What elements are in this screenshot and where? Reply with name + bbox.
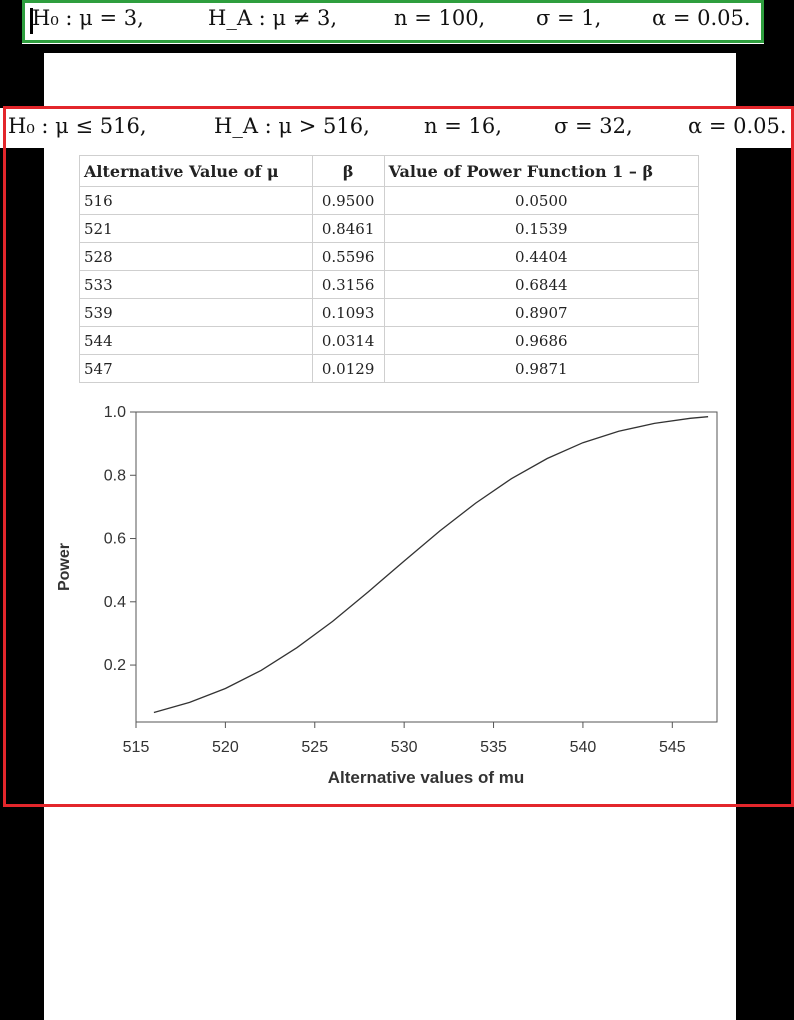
null-hypothesis: H₀ : μ = 3,	[32, 6, 144, 30]
main-equation-panel	[0, 108, 794, 148]
y-tick-label: 0.4	[104, 594, 126, 611]
x-axis-label: Alternative values of mu	[328, 768, 525, 787]
x-tick-label: 520	[212, 739, 239, 756]
cell-beta: 0.3156	[311, 270, 385, 299]
y-tick-label: 0.8	[104, 467, 126, 484]
power-table: Alternative Value of μ β Value of Power …	[79, 155, 700, 383]
table-header-row: Alternative Value of μ β Value of Power …	[79, 155, 700, 187]
y-tick-label: 0.6	[104, 531, 126, 548]
x-tick-label: 530	[391, 739, 418, 756]
table-row: 547 0.0129 0.9871	[79, 354, 700, 383]
std-dev: σ = 32,	[554, 114, 633, 138]
main-highlight-box	[3, 106, 794, 807]
alternative-hypothesis: H_A : μ > 516,	[214, 114, 370, 138]
cell-power: 0.9686	[383, 326, 700, 355]
y-tick-label: 1.0	[104, 404, 126, 421]
alternative-hypothesis: H_A : μ ≠ 3,	[208, 6, 338, 30]
y-axis-ticks: 0.2 0.4 0.6 0.8 1.0	[104, 404, 136, 674]
power-curve-line	[153, 416, 709, 714]
cell-mu: 528	[79, 242, 313, 271]
significance-level: α = 0.05.	[688, 114, 787, 138]
top-highlight-box	[22, 0, 764, 43]
significance-level: α = 0.05.	[652, 6, 751, 30]
cell-power: 0.6844	[383, 270, 700, 299]
cell-mu: 547	[79, 354, 313, 383]
top-equation-panel	[22, 0, 764, 44]
cell-power: 0.9871	[383, 354, 700, 383]
sample-size: n = 16,	[424, 114, 502, 138]
cell-beta: 0.0129	[311, 354, 385, 383]
cell-beta: 0.8461	[311, 214, 385, 243]
y-tick-label: 0.2	[104, 657, 126, 674]
column-header-alternative-mu: Alternative Value of μ	[79, 155, 313, 187]
plot-frame	[135, 411, 718, 723]
x-tick-label: 525	[301, 739, 328, 756]
x-tick-label: 540	[570, 739, 597, 756]
power-curve-chart: 0.2 0.4 0.6 0.8 1.0 515 520 525 530 535 540 545 Po…	[44, 400, 734, 795]
cell-beta: 0.5596	[311, 242, 385, 271]
cell-power: 0.0500	[383, 186, 700, 215]
std-dev: σ = 1,	[536, 6, 602, 30]
table-row: 544 0.0314 0.9686	[79, 326, 700, 355]
text-cursor	[30, 8, 33, 34]
column-header-power: Value of Power Function 1 – β	[383, 155, 700, 187]
cell-mu: 539	[79, 298, 313, 327]
null-hypothesis: H₀ : μ ≤ 516,	[8, 114, 147, 138]
sample-size: n = 100,	[394, 6, 486, 30]
power-curve-svg: 0.2 0.4 0.6 0.8 1.0 515 520 525 530 535 540 545 Po…	[56, 404, 718, 787]
table-row: 516 0.9500 0.0500	[79, 186, 700, 215]
cell-beta: 0.9500	[311, 186, 385, 215]
table-row: 528 0.5596 0.4404	[79, 242, 700, 271]
x-tick-label: 515	[123, 739, 150, 756]
table-row: 521 0.8461 0.1539	[79, 214, 700, 243]
cell-power: 0.4404	[383, 242, 700, 271]
cell-mu: 544	[79, 326, 313, 355]
x-tick-label: 535	[480, 739, 507, 756]
table-row: 533 0.3156 0.6844	[79, 270, 700, 299]
x-axis-ticks: 515 520 525 530 535 540 545	[123, 722, 686, 756]
cell-mu: 516	[79, 186, 313, 215]
x-tick-label: 545	[659, 739, 686, 756]
y-axis-label: Power	[56, 543, 73, 591]
